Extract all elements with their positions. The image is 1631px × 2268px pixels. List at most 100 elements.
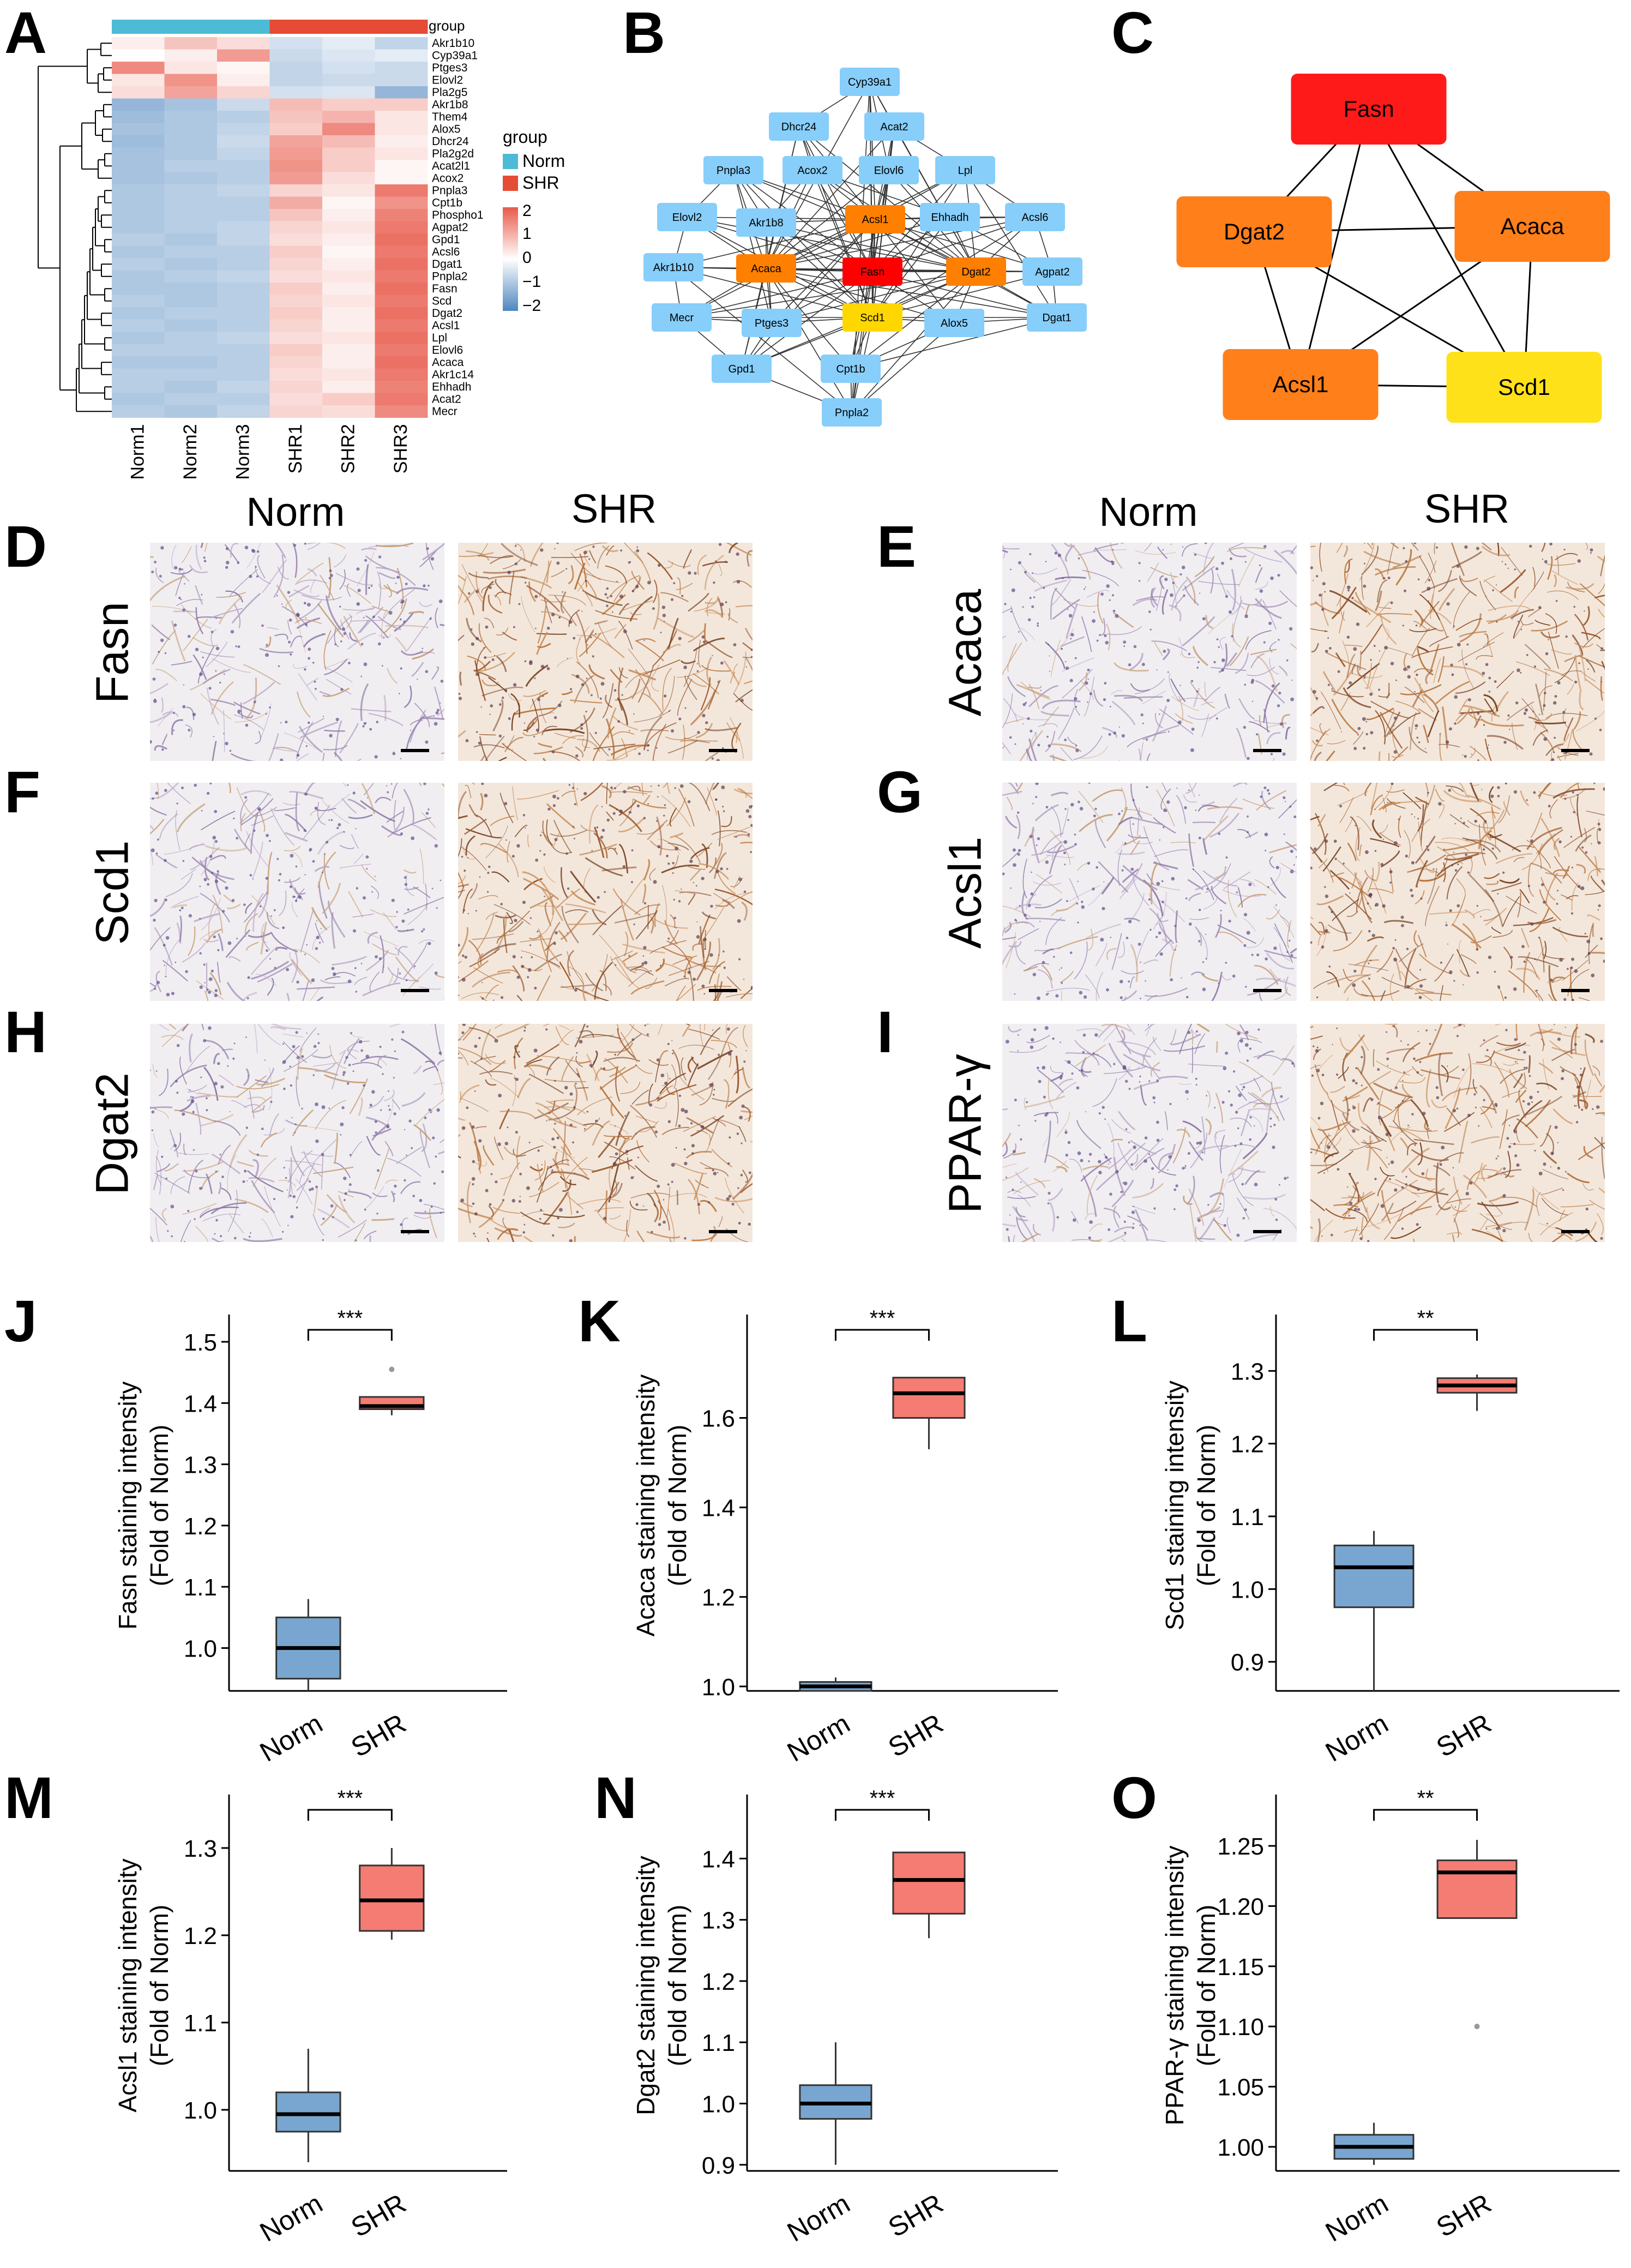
- network-node-alox5: Alox5: [924, 309, 984, 337]
- network-node-label: Ptges3: [755, 317, 789, 329]
- heatmap-cell: [375, 98, 428, 111]
- heatmap-cell: [164, 86, 218, 99]
- ihc-col-norm-left: Norm: [246, 489, 345, 535]
- network-node-label: Elovl6: [874, 165, 904, 177]
- heatmap-cell: [375, 381, 428, 393]
- y-axis-label: Dgat2 staining intensity: [631, 1856, 660, 2115]
- heatmap-cell: [269, 37, 323, 50]
- heatmap-cell: [217, 381, 270, 393]
- network-node-label: Acox2: [797, 165, 828, 177]
- heatmap-cell: [112, 344, 165, 357]
- heatmap-row-label: Lpl: [432, 332, 447, 344]
- y-tick-label: 1.3: [702, 1907, 735, 1934]
- heatmap-cell: [112, 332, 165, 344]
- heatmap-cell: [164, 270, 218, 283]
- network-node-box: [742, 309, 802, 337]
- heatmap-cell: [322, 393, 375, 406]
- ppi-network-full: Cyp39a1 Dhcr24 Acat2 Pnpla3 Acox2 Elovl6 Lpl El…: [643, 68, 1087, 427]
- network-node-gpd1: Gpd1: [712, 355, 772, 383]
- heatmap-cell: [269, 393, 323, 406]
- heatmap-cell: [112, 381, 165, 393]
- heatmap-cell: [375, 123, 428, 136]
- hub-node-box: [1176, 196, 1332, 267]
- ihc-row-acsl1: Acsl1: [939, 836, 991, 949]
- network-node-cyp39a1: Cyp39a1: [840, 68, 900, 96]
- heatmap-cell: [269, 123, 323, 136]
- y-tick-label: 1.20: [1217, 1893, 1264, 1920]
- heatmap-group-bar: [112, 20, 428, 34]
- network-node-dgat1: Dgat1: [1027, 303, 1087, 332]
- heatmap-row-label: Acat2l1: [432, 160, 470, 172]
- network-edge: [894, 126, 977, 272]
- hub-node-scd1: Scd1: [1446, 352, 1602, 423]
- heatmap-row-label: Ehhadh: [432, 381, 471, 393]
- heatmap-cell: [112, 356, 165, 369]
- heatmap-cell: [269, 405, 323, 418]
- legend-swatch-norm: [503, 154, 518, 169]
- heatmap-cell: [217, 147, 270, 160]
- heatmap-cell: [322, 307, 375, 320]
- group-bar-cell: [217, 20, 270, 34]
- network-node-label: Akr1b10: [653, 262, 694, 274]
- ihc-image-fasn-norm: [150, 543, 444, 761]
- network-edge: [733, 170, 873, 272]
- y-tick-label: 1.15: [1217, 1954, 1264, 1981]
- boxplot-m: 1.0 1.1 1.2 1.3 Acsl1 staining intensity (Fol…: [113, 1786, 507, 2248]
- network-edge: [681, 271, 977, 318]
- group-bar-cell: [322, 20, 375, 34]
- hub-node-label: Acaca: [1501, 213, 1564, 239]
- heatmap-cell: [164, 319, 218, 332]
- heatmap-cell: [269, 344, 323, 357]
- network-node-acsl6: Acsl6: [1005, 203, 1065, 231]
- heatmap-cell: [164, 135, 218, 148]
- network-node-box: [736, 208, 796, 237]
- heatmap-cell: [322, 98, 375, 111]
- heatmap-cell: [112, 135, 165, 148]
- heatmap-cell: [375, 111, 428, 123]
- y-tick-label: 1.4: [702, 1846, 735, 1873]
- network-edge: [741, 271, 873, 369]
- network-node-label: Cpt1b: [836, 363, 865, 375]
- heatmap-cell: [217, 393, 270, 406]
- y-tick-label: 1.0: [184, 2097, 217, 2124]
- x-category-label: Norm: [1320, 2188, 1393, 2248]
- heatmap-cell: [112, 111, 165, 123]
- ihc-image-acaca-shr: [1310, 543, 1605, 761]
- significance-bracket: [307, 1329, 393, 1341]
- network-edge: [766, 222, 977, 272]
- network-node-pnpla3: Pnpla3: [703, 156, 763, 184]
- heatmap-cell: [112, 98, 165, 111]
- heatmap-row-label: Pla2g2d: [432, 148, 474, 160]
- x-category-label: SHR: [346, 2188, 411, 2243]
- heatmap-cell: [164, 147, 218, 160]
- heatmap-cell: [269, 184, 323, 197]
- y-tick-label: 1.2: [184, 1923, 217, 1949]
- y-tick-label: 1.6: [702, 1405, 735, 1432]
- scale-tick-0: 0: [522, 249, 532, 267]
- heatmap-cell: [269, 74, 323, 87]
- heatmap-cell: [217, 258, 270, 271]
- heatmap-row-label: Gpd1: [432, 233, 460, 246]
- heatmap-row-label: Them4: [432, 111, 468, 123]
- heatmap-cell: [322, 123, 375, 136]
- legend-label-norm: Norm: [522, 151, 565, 171]
- heatmap-cell: [322, 270, 375, 283]
- heatmap-cell: [217, 135, 270, 148]
- heatmap-row-label: Cyp39a1: [432, 50, 478, 62]
- heatmap-cell: [112, 319, 165, 332]
- heatmap-cell: [217, 172, 270, 185]
- network-node-box: [859, 156, 919, 184]
- heatmap-cell: [322, 135, 375, 148]
- network-node-elovl2: Elovl2: [657, 203, 717, 231]
- panel-label-o: O: [1111, 1765, 1158, 1831]
- y-tick-label: 1.2: [702, 1585, 735, 1611]
- heatmap-cell: [322, 368, 375, 381]
- heatmap-row-label: Akr1c14: [432, 369, 474, 381]
- hub-node-dgat2: Dgat2: [1176, 196, 1332, 267]
- heatmap-cell: [164, 381, 218, 393]
- network-c-nodes: Fasn Dgat2 Acaca Acsl1 Scd1: [1176, 74, 1610, 423]
- network-node-acox2: Acox2: [783, 156, 842, 184]
- network-node-box: [652, 303, 712, 332]
- network-edge: [771, 219, 876, 323]
- scale-tick-neg2: −2: [522, 297, 541, 315]
